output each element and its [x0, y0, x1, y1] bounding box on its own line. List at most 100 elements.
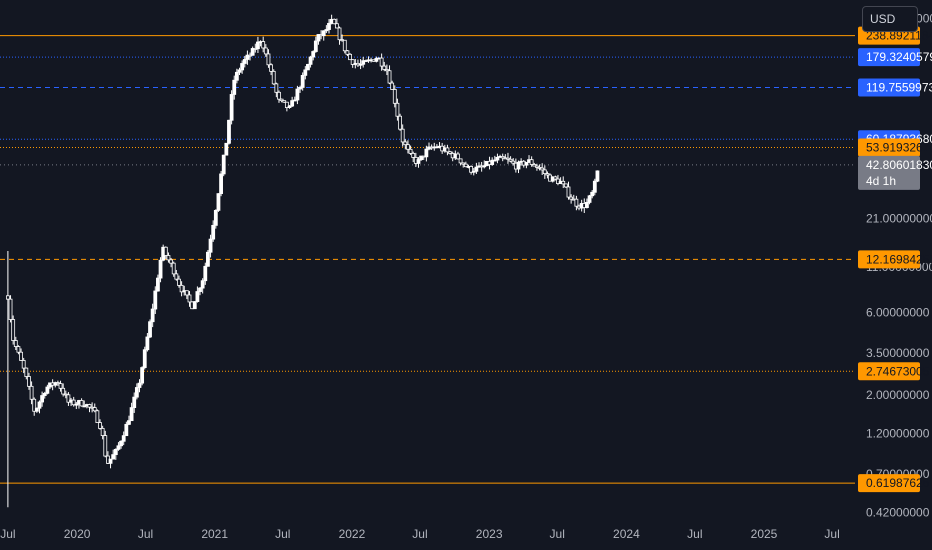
candle-body — [540, 167, 545, 171]
level-tag-label: 2.74673005 — [866, 364, 930, 378]
level-tag-8[interactable]: 0.61987625 — [858, 474, 930, 493]
candle-body — [587, 195, 592, 203]
candle-body — [382, 65, 387, 70]
candle-body — [516, 161, 521, 170]
time-tick-label: Jul — [0, 527, 15, 541]
currency-button[interactable]: USD — [862, 6, 918, 32]
candle-body — [16, 346, 21, 353]
candle-body — [332, 18, 337, 25]
candle-body — [390, 82, 395, 90]
candle-body — [545, 173, 550, 176]
candle-body — [56, 382, 60, 385]
level-tag-3[interactable]: 119.75599736 — [858, 78, 932, 97]
level-tag-7[interactable]: 2.74673005 — [858, 362, 930, 381]
candle-body — [148, 321, 152, 338]
candle-body — [384, 69, 389, 72]
candle-body — [150, 308, 155, 323]
candle-body — [24, 367, 29, 377]
candle-body — [308, 56, 313, 65]
level-tag-label: 179.32405791 — [866, 50, 932, 64]
candle-body — [463, 163, 468, 168]
candle-body — [27, 376, 31, 387]
candle-body — [379, 57, 384, 67]
candle-body — [174, 273, 179, 280]
candle-body — [595, 170, 600, 182]
candle-body — [561, 180, 566, 185]
candle-body — [58, 383, 63, 389]
candle-body — [590, 191, 595, 197]
level-tag-5[interactable]: 53.91932670 — [858, 138, 932, 157]
time-tick-label: 2024 — [613, 527, 640, 541]
candle-body — [163, 246, 168, 256]
candle-body — [406, 144, 410, 150]
level-tag-bg — [858, 474, 920, 493]
candle-body — [245, 54, 250, 60]
price-tick-label: 3.50000000 — [866, 346, 930, 360]
countdown-label: 4d 1h — [866, 174, 896, 188]
candle-body — [542, 169, 547, 175]
candle-body — [306, 63, 310, 71]
candle-body — [337, 27, 342, 41]
candle-body — [213, 209, 218, 226]
candle-body — [127, 420, 131, 425]
candle-body — [569, 196, 574, 200]
candle-body — [535, 165, 539, 168]
candle-body — [282, 100, 287, 103]
candle-body — [274, 83, 279, 93]
candle-body — [411, 152, 416, 158]
time-tick-label: 2023 — [476, 527, 503, 541]
time-tick-label: Jul — [412, 527, 427, 541]
candle-body — [113, 448, 118, 456]
candles — [5, 14, 600, 508]
candle-body — [350, 59, 355, 65]
candle-body — [227, 119, 231, 144]
candle-body — [242, 59, 247, 64]
candle-body — [198, 287, 202, 292]
candle-body — [103, 435, 108, 457]
level-tag-bg — [858, 362, 920, 381]
candle-body — [474, 166, 479, 172]
candle-body — [482, 165, 487, 168]
candle-body — [42, 392, 47, 396]
candle-body — [171, 262, 176, 275]
candle-body — [271, 70, 276, 85]
candle-body — [234, 71, 239, 81]
candle-body — [403, 141, 408, 146]
candle-body — [284, 101, 289, 108]
level-tag-label: 0.61987625 — [866, 476, 930, 490]
level-tag-label: 53.91932670 — [866, 141, 932, 155]
candle-body — [79, 400, 84, 407]
candle-body — [345, 50, 350, 55]
price-tick-label: 1.20000000 — [866, 427, 930, 441]
level-tag-6[interactable]: 12.16984255 — [858, 250, 932, 269]
candle-body — [100, 428, 105, 437]
candle-body — [469, 166, 474, 173]
candle-body — [74, 403, 79, 406]
candle-body — [98, 422, 102, 429]
candle-body — [177, 278, 181, 286]
candle-body — [303, 69, 308, 76]
candle-body — [237, 69, 242, 73]
candle-body — [290, 100, 295, 107]
candle-body — [461, 162, 466, 165]
candle-body — [500, 155, 505, 159]
candle-body — [361, 60, 366, 65]
candle-body — [277, 91, 281, 100]
candle-body — [327, 22, 331, 30]
level-tag-2[interactable]: 179.32405791 — [858, 48, 932, 67]
price-tick-label: 6.00000000 — [866, 306, 930, 320]
time-tick-label: 2020 — [64, 527, 91, 541]
candle-body — [119, 440, 123, 447]
candle-body — [300, 75, 305, 88]
candle-body — [398, 115, 402, 130]
candle-body — [203, 265, 208, 282]
candle-body — [40, 395, 45, 403]
candle-body — [13, 340, 18, 347]
candle-body — [111, 454, 116, 460]
candle-body — [169, 259, 173, 264]
candle-body — [216, 193, 221, 211]
candle-body — [458, 158, 463, 164]
candle-body — [592, 180, 597, 193]
candle-body — [166, 255, 171, 261]
